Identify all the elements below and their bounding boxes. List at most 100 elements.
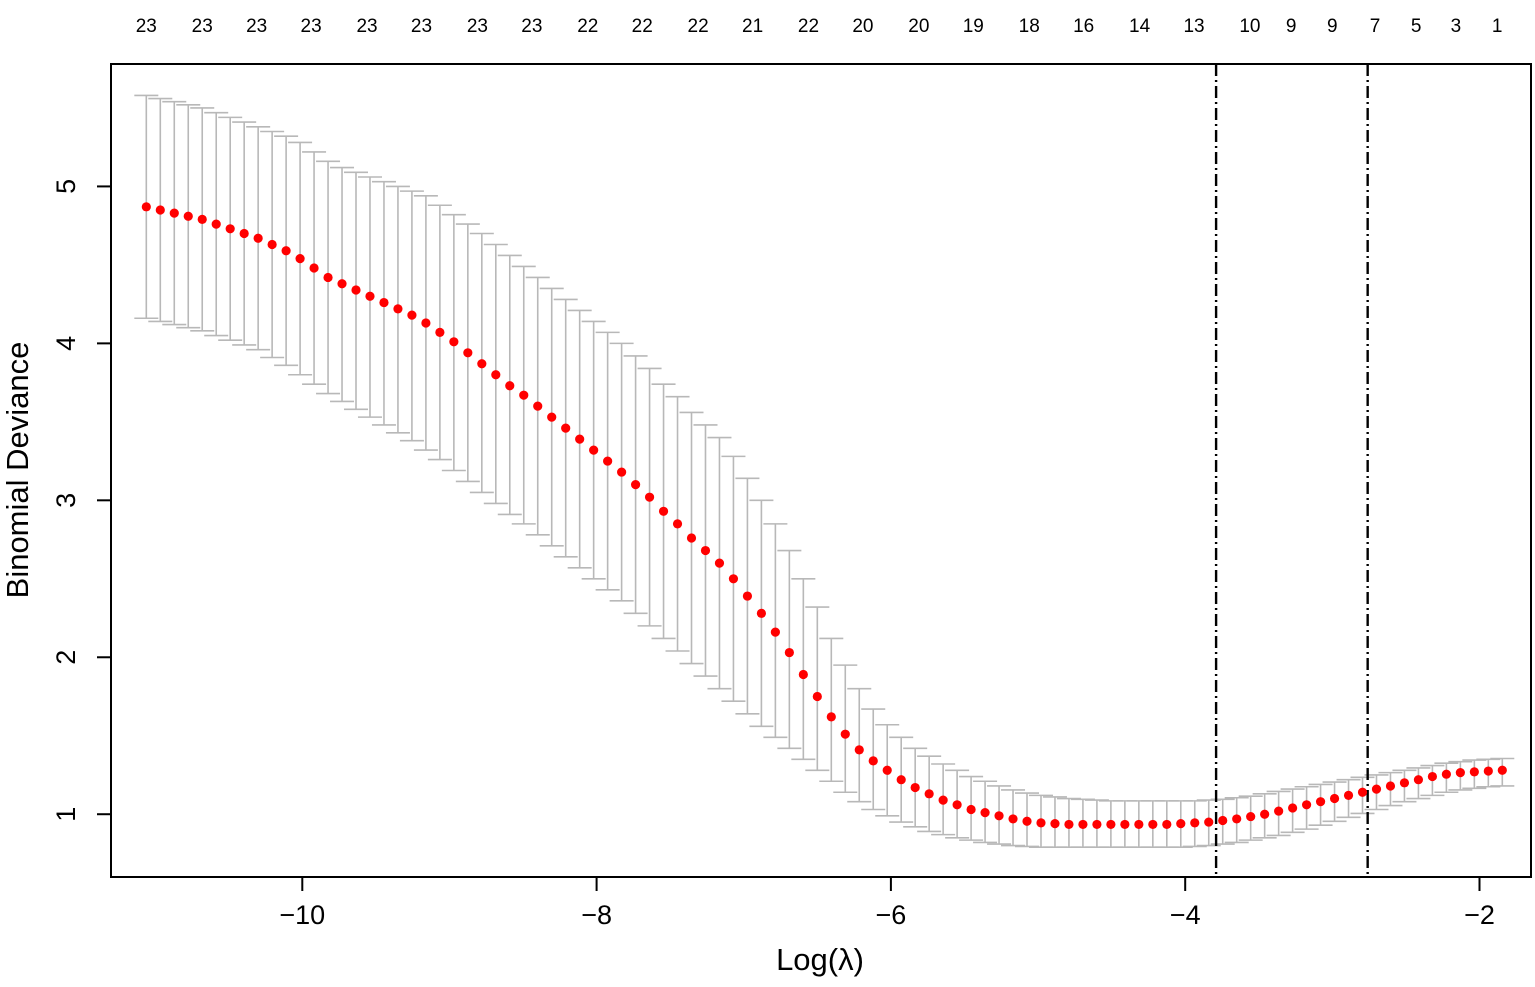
data-point xyxy=(1343,790,1354,800)
data-point xyxy=(603,456,613,466)
data-point xyxy=(1190,818,1200,828)
data-point xyxy=(547,412,557,422)
data-point xyxy=(463,348,473,358)
top-axis-label: 19 xyxy=(963,16,984,37)
top-axis-label: 23 xyxy=(301,16,322,37)
plot-frame xyxy=(110,63,1532,878)
data-point xyxy=(393,304,403,314)
data-point xyxy=(267,239,277,250)
error-bar xyxy=(819,637,844,783)
data-point xyxy=(840,729,850,739)
data-point xyxy=(1036,818,1046,828)
error-bar xyxy=(805,606,830,772)
y-axis-label: Binomial Deviance xyxy=(0,342,35,599)
x-tick-label: −2 xyxy=(1464,900,1495,930)
top-axis-label: 23 xyxy=(521,16,542,37)
data-point xyxy=(1008,814,1018,824)
top-axis-label: 23 xyxy=(246,16,267,37)
top-axis-label: 1 xyxy=(1492,16,1503,37)
top-axis-label: 22 xyxy=(632,16,653,37)
data-point xyxy=(281,246,291,256)
data-point xyxy=(952,800,962,810)
y-axis: 1 2 3 4 5 xyxy=(51,179,111,822)
top-axis-label: 14 xyxy=(1129,16,1151,37)
top-axis-label: 22 xyxy=(688,16,709,37)
data-point xyxy=(658,506,669,516)
top-axis-label: 20 xyxy=(908,16,929,37)
top-axis-label: 5 xyxy=(1411,16,1422,37)
data-point xyxy=(421,318,431,328)
data-point xyxy=(295,254,305,264)
y-tick-label: 1 xyxy=(51,807,81,822)
error-bars xyxy=(134,94,1515,848)
data-point xyxy=(1148,819,1158,830)
data-point xyxy=(351,285,361,295)
data-point xyxy=(1315,797,1326,807)
data-point xyxy=(1329,793,1340,804)
data-point xyxy=(630,480,641,490)
data-point xyxy=(812,691,822,702)
error-bar xyxy=(847,687,872,803)
data-point xyxy=(910,782,920,793)
top-axis-label: 22 xyxy=(577,16,598,37)
data-point xyxy=(1050,819,1060,829)
y-tick-label: 3 xyxy=(51,493,81,508)
top-axis-label: 22 xyxy=(798,16,819,37)
data-point xyxy=(449,337,459,347)
data-point xyxy=(1064,819,1074,830)
data-point xyxy=(994,811,1004,821)
data-point xyxy=(1176,819,1186,829)
data-point xyxy=(617,467,627,477)
data-point xyxy=(1441,769,1451,779)
data-point xyxy=(183,211,193,221)
data-point xyxy=(966,804,976,815)
data-point xyxy=(435,327,445,337)
data-point xyxy=(770,627,780,637)
data-point xyxy=(700,545,711,556)
y-tick-label: 2 xyxy=(51,650,81,665)
data-point xyxy=(1371,784,1382,794)
data-point xyxy=(1078,819,1088,830)
data-point xyxy=(1427,771,1438,782)
data-point xyxy=(1106,819,1116,830)
data-point xyxy=(1022,816,1032,826)
top-axis-label: 23 xyxy=(136,16,157,37)
top-axis-label: 7 xyxy=(1370,16,1381,37)
data-points xyxy=(141,202,1507,830)
data-point xyxy=(728,574,739,584)
data-point xyxy=(477,359,487,369)
top-axis-labels: 23 23 23 23 23 23 23 23 22 22 22 21 22 20 20 19 18 16 14 13… xyxy=(136,16,1503,37)
data-point xyxy=(1497,765,1507,775)
data-point xyxy=(323,272,333,283)
data-point xyxy=(854,745,864,755)
data-point xyxy=(1204,817,1214,827)
top-axis-label: 9 xyxy=(1286,16,1297,37)
data-point xyxy=(1413,775,1424,785)
data-point xyxy=(253,233,263,243)
data-point xyxy=(1288,803,1298,813)
x-tick-label: −8 xyxy=(581,900,612,930)
data-point xyxy=(407,310,417,320)
data-point xyxy=(1399,778,1410,788)
data-point xyxy=(980,808,990,818)
data-point xyxy=(169,208,179,218)
data-point xyxy=(505,381,515,391)
data-point xyxy=(784,647,794,658)
data-point xyxy=(337,279,347,289)
data-point xyxy=(1385,781,1396,791)
data-point xyxy=(1162,819,1172,830)
data-point xyxy=(211,219,221,229)
top-axis-label: 23 xyxy=(467,16,488,37)
data-point xyxy=(239,228,249,239)
data-point xyxy=(589,445,599,455)
top-axis-label: 20 xyxy=(852,16,873,37)
data-point xyxy=(1455,768,1465,778)
data-point xyxy=(491,370,501,380)
data-point xyxy=(225,224,235,234)
data-point xyxy=(533,401,543,411)
data-point xyxy=(742,591,753,601)
x-tick-label: −10 xyxy=(279,900,325,930)
data-point xyxy=(1260,809,1270,819)
data-point xyxy=(1232,814,1242,824)
y-tick-label: 5 xyxy=(51,179,81,194)
